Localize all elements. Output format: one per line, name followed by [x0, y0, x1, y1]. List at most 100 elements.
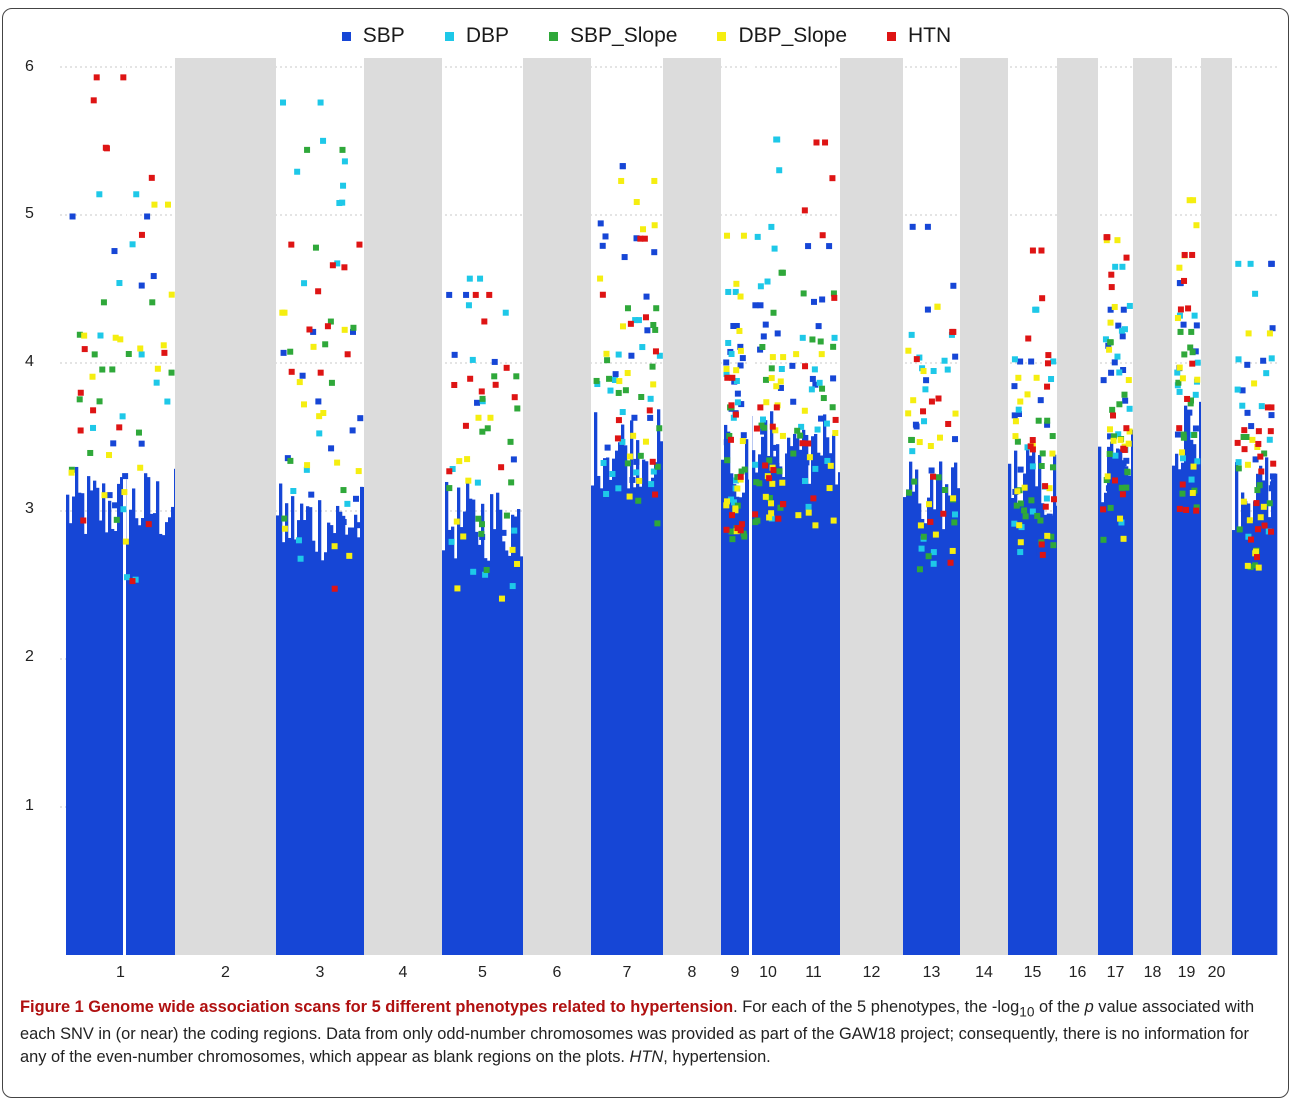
chromosome-11-snv-column	[805, 434, 809, 956]
chromosome-17-point-dbp	[1116, 369, 1123, 376]
chromosome-9-point-dbp-slope	[740, 232, 747, 239]
chromosome-extra-point-sbp	[1269, 325, 1276, 332]
chromosome-9-point-dbp-slope	[733, 367, 740, 374]
chromosome-7-snv-column	[615, 450, 619, 955]
chromosome-9-snv-column	[736, 496, 740, 955]
chromosome-extra-snv-column	[1238, 530, 1242, 955]
chromosome-13-peak-dbp-slope	[934, 303, 941, 310]
chromosome-5-point-dbp-slope	[487, 414, 494, 421]
chromosome-extra-peak-dbp	[1247, 260, 1254, 267]
chromosome-5-point-sbp	[457, 570, 464, 577]
chromosome-11-point-htn	[805, 440, 812, 447]
chromosome-15-point-dbp	[1017, 549, 1024, 556]
chromosome-19-point-sbp-slope	[1179, 490, 1186, 497]
chromosome-14-empty-band	[960, 58, 1008, 955]
chromosome-15-point-dbp-slope	[1017, 398, 1024, 405]
chromosome-7-snv-column	[597, 475, 601, 955]
chromosome-7-point-dbp-slope	[651, 222, 658, 229]
caption-text-2: of the	[1034, 998, 1085, 1016]
chromosome-9-point-sbp	[723, 359, 730, 366]
chromosome-15-point-sbp-slope	[1021, 507, 1028, 514]
x-tick-label-1: 1	[116, 964, 125, 981]
chromosome-extra-point-htn	[1268, 404, 1275, 411]
chromosome-15-point-sbp-slope	[1034, 512, 1041, 519]
chromosome-1-point-htn	[148, 174, 155, 181]
chromosome-19-point-sbp	[1193, 322, 1200, 329]
chromosome-19-point-sbp	[1192, 425, 1199, 432]
chromosome-1-point-dbp	[123, 574, 130, 581]
chromosome-11-point-dbp-slope	[832, 429, 839, 436]
chromosome-5-point-htn	[446, 468, 453, 475]
chromosome-5-snv-column	[448, 529, 452, 955]
chromosome-15-point-sbp	[1017, 358, 1024, 365]
chromosome-7-snv-column	[618, 442, 622, 955]
chromosome-13-point-dbp-slope	[927, 442, 934, 449]
chromosome-13-point-dbp	[951, 511, 958, 518]
chromosome-19-snv-column	[1196, 464, 1200, 955]
chromosome-15-point-dbp-slope	[1021, 484, 1028, 491]
chromosome-9-peak-dbp	[732, 288, 739, 295]
chromosome-9-point-dbp-slope	[723, 498, 730, 505]
chromosome-19-point-htn	[1189, 360, 1196, 367]
caption-title: Figure 1 Genome wide association scans f…	[20, 998, 734, 1016]
chromosome-17-point-sbp	[1107, 433, 1114, 440]
chromosome-9-point-sbp	[734, 390, 741, 397]
chromosome-19-peak-dbp-slope	[1190, 197, 1197, 204]
legend-label-sbp-slope: SBP_Slope	[570, 24, 678, 47]
chromosome-17-point-sbp-slope	[1124, 469, 1131, 476]
chromosome-7-point-dbp	[619, 409, 626, 416]
chromosome-11-point-htn	[801, 207, 808, 214]
chromosome-extra-point-dbp-slope	[1260, 503, 1267, 510]
chromosome-17-point-dbp	[1118, 327, 1125, 334]
manhattan-plot	[60, 58, 1278, 956]
chromosome-1-snv-column	[171, 506, 175, 955]
chromosome-3-snv-column	[291, 496, 295, 955]
chromosome-13-point-sbp	[923, 377, 930, 384]
chromosome-9-point-htn	[734, 525, 741, 532]
chromosome-15-snv-column	[1020, 503, 1024, 955]
y-tick-label-4: 4	[25, 353, 34, 370]
chromosome-7-point-sbp	[651, 249, 658, 256]
chromosome-10-point-htn	[753, 425, 760, 432]
chromosome-15-point-dbp-slope	[1044, 532, 1051, 539]
chromosome-extra-snv-column	[1271, 479, 1275, 955]
chromosome-3-snv-column	[333, 533, 337, 955]
chromosome-7-point-dbp-slope	[650, 381, 657, 388]
chromosome-19-point-dbp	[1176, 388, 1183, 395]
chromosome-3-point-sbp-slope	[287, 348, 294, 355]
chromosome-15-point-dbp-slope	[1017, 539, 1024, 546]
chromosome-1-snv-column	[99, 520, 103, 955]
chromosome-9-point-dbp-slope	[733, 528, 740, 535]
chromosome-10-point-dbp-slope	[763, 399, 770, 406]
chromosome-19-point-dbp-slope	[1178, 449, 1185, 456]
chromosome-1-point-sbp-slope	[99, 366, 106, 373]
legend-swatch-htn	[887, 31, 897, 41]
chromosome-3-point-sbp-slope	[304, 146, 311, 153]
chromosome-19-point-htn	[1176, 425, 1183, 432]
chromosome-5-point-htn	[511, 394, 518, 401]
chromosome-5-point-sbp	[500, 529, 507, 536]
chromosome-3-point-htn	[315, 288, 322, 295]
chromosome-1-point-htn	[103, 145, 110, 152]
chromosome-17-point-dbp-slope	[1114, 237, 1121, 244]
x-tick-label-12: 12	[862, 964, 881, 981]
chromosome-11-point-dbp	[805, 503, 812, 510]
chromosome-15-point-htn	[1029, 437, 1036, 444]
chromosome-17-point-sbp-slope	[1106, 450, 1113, 457]
chromosome-17-point-sbp-slope	[1116, 401, 1123, 408]
chromosome-13-point-dbp-slope	[920, 368, 927, 375]
chromosome-17-point-dbp-slope	[1125, 440, 1132, 447]
chromosome-1-point-htn	[116, 424, 123, 431]
chromosome-1-point-dbp-slope	[168, 291, 175, 298]
chromosome-1-point-sbp-slope	[125, 350, 132, 357]
chromosome-3-point-htn	[324, 323, 331, 330]
chromosome-7-point-sbp-slope	[624, 305, 631, 312]
chromosome-17-point-dbp-slope	[1117, 515, 1124, 522]
chromosome-5-snv-column	[508, 555, 512, 955]
chromosome-17-point-htn	[1123, 254, 1130, 261]
chromosome-17-peak-htn	[1104, 234, 1111, 241]
chromosome-7-snv-column	[633, 487, 637, 955]
chromosome-7-point-htn	[649, 458, 656, 465]
chromosome-3-point-dbp-slope	[331, 543, 338, 550]
chromosome-12-empty-band	[840, 58, 903, 955]
